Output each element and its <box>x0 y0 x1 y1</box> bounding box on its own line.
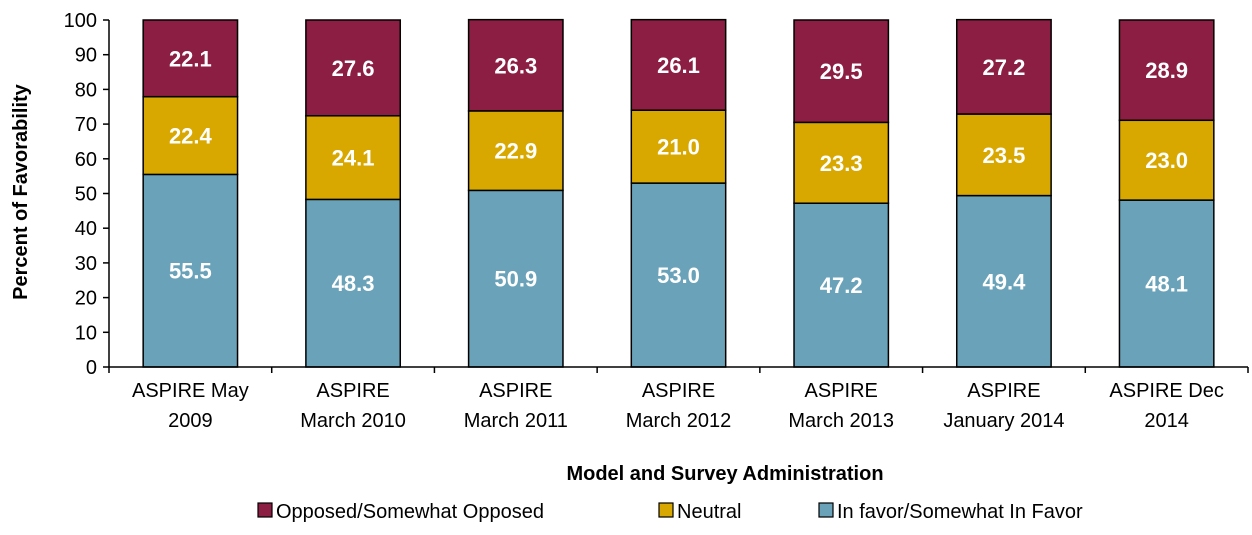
y-tick-label: 0 <box>86 357 97 379</box>
data-label: 47.2 <box>820 273 863 298</box>
data-label: 29.5 <box>820 59 863 84</box>
x-tick-label: ASPIRE January 2014 <box>943 380 1064 432</box>
data-label: 22.4 <box>169 124 213 149</box>
x-tick-label-line: ASPIRE <box>805 380 878 402</box>
bar-segment <box>630 18 727 111</box>
data-label: 50.9 <box>494 267 537 292</box>
bar-segment <box>467 110 564 192</box>
x-tick-label: ASPIRE May 2009 <box>132 380 249 432</box>
data-label: 21.0 <box>657 135 700 160</box>
x-tick-label: ASPIRE March 2013 <box>788 380 894 432</box>
x-tick-label: ASPIRE March 2010 <box>300 380 406 432</box>
x-tick-label-line: January 2014 <box>943 410 1064 432</box>
x-tick-label-line: 2009 <box>168 410 213 432</box>
y-tick-label: 30 <box>75 253 97 275</box>
data-labels: 55.5 22.4 22.1 48.3 24.1 27.6 50.9 22.9 26.3 53.0… <box>169 46 1188 298</box>
x-tick-label-line: March 2013 <box>788 410 894 432</box>
bar-segment <box>305 19 402 117</box>
y-tick-label: 20 <box>75 288 97 310</box>
legend: Opposed/Somewhat Opposed Neutral In favor/… <box>257 501 1083 523</box>
data-label: 48.3 <box>332 271 375 296</box>
legend-label: Opposed/Somewhat Opposed <box>276 501 544 523</box>
y-tick-label: 80 <box>75 79 97 101</box>
bar-segment <box>142 19 239 98</box>
y-tick-label: 100 <box>64 10 97 32</box>
y-axis: 0 10 20 30 40 50 60 70 80 90 100 <box>64 10 110 379</box>
bar-segment <box>955 18 1052 115</box>
data-label: 28.9 <box>1145 58 1188 83</box>
x-axis: ASPIRE May 2009 ASPIRE March 2010 ASPIRE Marc… <box>108 366 1249 432</box>
x-tick-label-line: 2014 <box>1144 410 1189 432</box>
data-label: 23.5 <box>983 143 1026 168</box>
data-label: 26.3 <box>494 53 537 78</box>
y-tick-label: 70 <box>75 114 97 136</box>
y-tick-label: 10 <box>75 322 97 344</box>
x-tick-label: ASPIRE Dec 2014 <box>1109 380 1223 432</box>
y-tick-label: 50 <box>75 184 97 206</box>
data-label: 26.1 <box>657 53 700 78</box>
x-tick-label-line: ASPIRE May <box>132 380 249 402</box>
bar-segment <box>467 18 564 112</box>
data-label: 49.4 <box>983 269 1027 294</box>
data-label: 22.9 <box>494 139 537 164</box>
y-tick-label: 40 <box>75 218 97 240</box>
data-label: 23.0 <box>1145 148 1188 173</box>
legend-swatch <box>818 502 834 518</box>
bar-segment <box>1118 19 1215 122</box>
data-label: 48.1 <box>1145 272 1188 297</box>
bar-segment <box>955 194 1052 368</box>
bar-segment <box>793 19 890 124</box>
legend-label: In favor/Somewhat In Favor <box>837 501 1083 523</box>
bar-segment <box>630 182 727 368</box>
data-label: 55.5 <box>169 259 212 284</box>
legend-label: Neutral <box>677 501 741 523</box>
legend-swatch <box>658 502 674 518</box>
x-tick-label-line: March 2012 <box>626 410 732 432</box>
bar-segment <box>630 109 727 184</box>
y-tick-label: 60 <box>75 149 97 171</box>
x-tick-label-line: March 2011 <box>464 410 568 432</box>
data-label: 23.3 <box>820 151 863 176</box>
bar-segment <box>793 121 890 204</box>
data-label: 24.1 <box>332 146 375 171</box>
bar-segment <box>1118 199 1215 368</box>
x-tick-label: ASPIRE March 2012 <box>626 380 732 432</box>
bar-segment <box>305 115 402 201</box>
data-label: 53.0 <box>657 263 700 288</box>
y-axis-title: Percent of Favorability <box>10 83 32 299</box>
bar-segment <box>467 189 564 368</box>
data-label: 27.6 <box>332 56 375 81</box>
x-axis-title: Model and Survey Administration <box>566 463 883 485</box>
bar-segment <box>142 173 239 368</box>
data-label: 22.1 <box>169 46 212 71</box>
bar-segment <box>955 113 1052 197</box>
x-tick-label-line: March 2010 <box>300 410 406 432</box>
x-tick-label-line: ASPIRE <box>642 380 715 402</box>
data-label: 27.2 <box>983 55 1026 80</box>
x-tick-label: ASPIRE March 2011 <box>464 380 568 432</box>
y-tick-label: 90 <box>75 45 97 67</box>
x-tick-label-line: ASPIRE Dec <box>1109 380 1223 402</box>
legend-swatch <box>257 502 273 518</box>
x-tick-label-line: ASPIRE <box>479 380 552 402</box>
bars <box>142 18 1215 368</box>
x-tick-label-line: ASPIRE <box>967 380 1040 402</box>
x-tick-label-line: ASPIRE <box>316 380 389 402</box>
